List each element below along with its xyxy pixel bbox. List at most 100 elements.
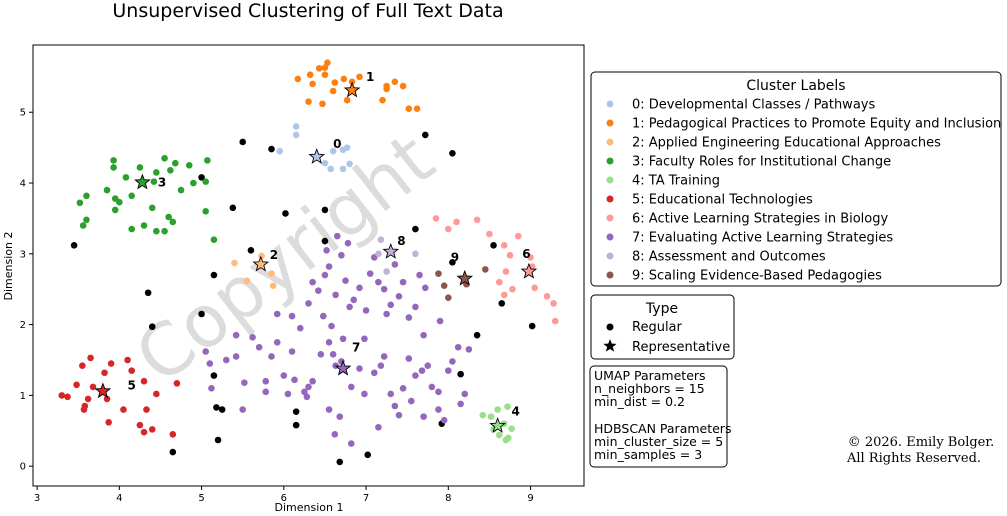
- point-cluster-5: [173, 380, 181, 387]
- point-cluster-7: [395, 292, 403, 300]
- legend-marker-cluster-5: [606, 195, 614, 203]
- point-cluster-7: [387, 301, 395, 309]
- point-cluster-1: [306, 71, 314, 79]
- point-cluster-5: [140, 377, 148, 385]
- copyright-line-2: All Rights Reserved.: [846, 451, 981, 466]
- representative-star-cluster-7: [334, 359, 352, 376]
- point-cluster-7: [412, 303, 419, 311]
- point-cluster-7: [342, 277, 349, 285]
- point-unclustered: [528, 322, 536, 330]
- point-cluster-7: [241, 379, 248, 386]
- point-unclustered: [473, 331, 481, 339]
- point-cluster-1: [356, 73, 363, 81]
- point-cluster-2: [269, 282, 277, 289]
- point-cluster-7: [249, 334, 256, 341]
- point-cluster-5: [148, 426, 156, 433]
- representative-star-cluster-2: [252, 255, 270, 272]
- point-cluster-7: [329, 351, 337, 358]
- point-cluster-7: [339, 335, 347, 343]
- point-cluster-6: [527, 254, 534, 261]
- point-cluster-7: [428, 383, 436, 391]
- point-cluster-5: [64, 393, 71, 401]
- point-unclustered: [282, 210, 289, 217]
- point-cluster-7: [315, 287, 322, 294]
- point-cluster-7: [344, 239, 352, 247]
- point-cluster-1: [399, 82, 407, 90]
- point-cluster-3: [122, 174, 130, 181]
- point-cluster-7: [301, 388, 308, 396]
- point-cluster-1: [294, 75, 302, 83]
- point-cluster-5: [140, 428, 148, 436]
- point-cluster-7: [391, 402, 399, 410]
- point-unclustered: [218, 406, 226, 413]
- point-cluster-3: [103, 186, 111, 194]
- representative-star-cluster-3: [134, 173, 151, 190]
- point-unclustered: [498, 300, 506, 307]
- point-cluster-7: [232, 353, 240, 360]
- point-cluster-7: [366, 270, 374, 277]
- representative-star-cluster-1: [343, 81, 361, 98]
- regular-marker-icon: [606, 323, 614, 331]
- point-cluster-5: [169, 431, 177, 438]
- type-legend-frame: [590, 294, 735, 360]
- representative-markers: [94, 81, 538, 433]
- point-cluster-7: [284, 390, 292, 398]
- point-cluster-7: [305, 300, 312, 307]
- x-axis-label: Dimension 1: [275, 501, 344, 514]
- point-cluster-3: [165, 213, 172, 221]
- point-cluster-7: [418, 367, 426, 374]
- point-cluster-1: [413, 105, 421, 113]
- legend-label-cluster-3: 3: Faculty Roles for Institutional Chang…: [632, 155, 891, 170]
- point-cluster-5: [128, 367, 135, 374]
- point-cluster-9: [482, 266, 489, 273]
- type-legend: Type Regular Representative: [590, 294, 735, 360]
- cluster-id-label-4: 4: [512, 405, 520, 419]
- point-cluster-1: [319, 100, 326, 108]
- point-unclustered: [239, 138, 247, 146]
- point-cluster-0: [327, 165, 335, 173]
- scatter-points: [58, 59, 559, 466]
- point-cluster-0: [321, 159, 329, 167]
- point-cluster-5: [87, 354, 94, 362]
- point-cluster-7: [303, 393, 311, 401]
- point-cluster-7: [328, 322, 335, 330]
- point-cluster-7: [262, 377, 270, 385]
- point-cluster-7: [273, 339, 281, 346]
- y-tick-label: 1: [20, 391, 26, 402]
- point-unclustered: [490, 242, 497, 249]
- point-cluster-3: [79, 222, 87, 229]
- point-unclustered: [321, 206, 329, 214]
- point-cluster-7: [375, 278, 382, 286]
- point-cluster-6: [500, 242, 508, 249]
- type-legend-representative: Representative: [632, 340, 730, 355]
- point-cluster-7: [412, 372, 419, 379]
- point-cluster-7: [323, 246, 330, 254]
- legend-label-cluster-7: 7: Evaluating Active Learning Strategies: [632, 231, 893, 246]
- point-cluster-7: [331, 431, 339, 438]
- point-cluster-1: [343, 96, 351, 104]
- point-cluster-7: [208, 385, 215, 392]
- representative-star-cluster-8: [382, 242, 400, 259]
- point-cluster-4: [487, 413, 495, 420]
- point-cluster-3: [128, 192, 135, 200]
- point-cluster-7: [380, 353, 388, 360]
- legend-marker-cluster-4: [606, 176, 614, 184]
- point-unclustered: [364, 451, 372, 459]
- point-cluster-8: [375, 250, 382, 258]
- point-cluster-1: [305, 98, 312, 105]
- point-cluster-3: [204, 157, 211, 164]
- point-cluster-7: [325, 263, 333, 270]
- point-cluster-7: [435, 388, 442, 396]
- cluster-legend-items: 0: Developmental Classes / Pathways 1: Pe…: [606, 98, 1001, 284]
- point-cluster-6: [486, 230, 493, 238]
- point-cluster-3: [161, 227, 168, 235]
- hdbscan-title: HDBSCAN Parameters: [594, 421, 731, 436]
- point-cluster-7: [399, 278, 407, 286]
- point-cluster-7: [449, 358, 456, 365]
- point-cluster-7: [454, 343, 462, 351]
- point-cluster-1: [331, 79, 339, 86]
- legend-marker-cluster-7: [606, 233, 614, 241]
- point-cluster-5: [103, 395, 111, 403]
- point-cluster-4: [479, 411, 487, 419]
- point-cluster-6: [473, 216, 481, 224]
